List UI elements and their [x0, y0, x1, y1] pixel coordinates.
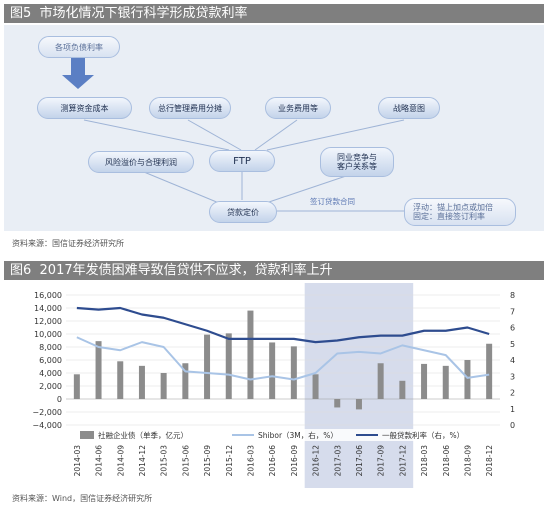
shibor-line — [76, 336, 490, 381]
x-tick-label: 2014-09 — [116, 445, 125, 477]
bar — [73, 374, 80, 399]
connector-line — [254, 119, 298, 151]
legend-label: 社融企业债（单季，亿元） — [98, 430, 188, 440]
bar — [377, 363, 384, 399]
connector-line — [83, 119, 230, 151]
bar — [182, 363, 189, 399]
x-tick-label: 2014-06 — [95, 445, 104, 477]
y-left-tick-label: 14,000 — [34, 304, 62, 313]
x-tick-label: 2017-12 — [398, 445, 407, 477]
down-arrow-icon — [62, 57, 94, 89]
y-right-tick-label: 1 — [510, 405, 515, 414]
x-tick-label: 2015-12 — [225, 445, 234, 477]
x-tick-label: 2015-06 — [181, 445, 190, 477]
bar — [442, 365, 449, 399]
y-left-tick-label: 10,000 — [34, 330, 62, 339]
highlight-band — [304, 283, 414, 488]
ftp-node: FTP — [209, 150, 275, 172]
y-left-tick-label: 8,000 — [39, 343, 62, 352]
figure2-title: 图6 2017年发债困难导致信贷供不应求，贷款利率上升 — [10, 263, 333, 278]
x-tick-label: 2017-06 — [355, 445, 364, 477]
bar — [334, 399, 341, 408]
legend-label: 一般贷款利率（右，%） — [382, 430, 464, 440]
bar — [312, 374, 319, 399]
x-tick-label: 2015-03 — [160, 445, 169, 477]
y-left-tick-label: 4,000 — [39, 369, 62, 378]
connector-line — [187, 119, 242, 151]
loan-rate-line — [76, 306, 490, 344]
x-tick-label: 2016-06 — [268, 445, 277, 477]
liability-rate-node: 各项负债利率 — [38, 36, 120, 58]
connector-line — [143, 171, 220, 204]
competition-node: 同业竞争与 客户关系等 — [320, 147, 394, 177]
x-tick-label: 2018-09 — [463, 445, 472, 477]
bar — [486, 343, 493, 399]
bar — [117, 361, 124, 399]
y-left-tick-label: 2,000 — [39, 382, 62, 391]
figure1-title-bar: 图5 市场化情况下银行科学形成贷款利率 — [4, 4, 544, 23]
bar — [247, 310, 254, 399]
y-right-tick-label: 6 — [510, 324, 515, 333]
connector-line — [266, 119, 405, 151]
bar — [225, 333, 232, 399]
x-tick-label: 2016-03 — [246, 445, 255, 477]
legend-box — [66, 429, 500, 441]
bar — [355, 399, 362, 410]
hq-cost-node: 总行管理费用分摊 — [149, 97, 231, 119]
y-left-tick-label: −2,000 — [32, 408, 62, 417]
bar — [160, 373, 167, 399]
y-right-tick-label: 5 — [510, 340, 515, 349]
y-right-tick-label: 2 — [510, 389, 515, 398]
rate-type-node: 浮动：锚上加点或加倍 固定：直接签订利率 — [404, 198, 516, 226]
x-tick-label: 2017-09 — [377, 445, 386, 477]
y-left-tick-label: 0 — [57, 395, 62, 404]
y-right-tick-label: 3 — [510, 372, 515, 381]
connector-line — [265, 174, 350, 204]
y-right-tick-label: 8 — [510, 291, 515, 300]
loan-rate-chart: 16,00014,00012,00010,0008,0006,0004,0002… — [32, 283, 515, 488]
y-left-tick-label: 6,000 — [39, 356, 62, 365]
x-tick-label: 2014-03 — [73, 445, 82, 477]
x-tick-label: 2018-06 — [442, 445, 451, 477]
bar — [464, 360, 471, 399]
x-tick-label: 2016-09 — [290, 445, 299, 477]
bar — [421, 363, 428, 399]
pricing-flow-diagram: 各项负债利率 测算资金成本 总行管理费用分摊 业务费用等 战略意图 风险溢价与合… — [4, 25, 544, 231]
y-right-tick-label: 4 — [510, 356, 515, 365]
x-tick-label: 2016-12 — [312, 445, 321, 477]
bar — [290, 346, 297, 399]
bar — [269, 342, 276, 399]
y-left-tick-label: 16,000 — [34, 291, 62, 300]
x-tick-label: 2018-12 — [485, 445, 494, 477]
bar — [95, 341, 102, 399]
biz-cost-node: 业务费用等 — [265, 97, 331, 119]
loan-pricing-node: 贷款定价 — [209, 201, 277, 223]
legend-label: Shibor（3M，右，%） — [258, 430, 338, 440]
diagram-connectors — [62, 57, 405, 212]
figure1-source: 资料来源：国信证券经济研究所 — [12, 239, 124, 248]
x-tick-label: 2014-12 — [138, 445, 147, 477]
figure1-title: 图5 市场化情况下银行科学形成贷款利率 — [10, 6, 248, 21]
bar — [204, 334, 211, 399]
y-right-tick-label: 0 — [510, 421, 515, 430]
figure2-source: 资料来源：Wind，国信证券经济研究所 — [12, 494, 153, 503]
x-tick-label: 2018-03 — [420, 445, 429, 477]
legend-swatch-bar — [80, 431, 94, 439]
y-left-tick-label: 12,000 — [34, 317, 62, 326]
risk-premium-node: 风险溢价与合理利润 — [88, 151, 194, 173]
bar — [399, 380, 406, 399]
fund-cost-node: 测算资金成本 — [37, 97, 132, 119]
y-left-tick-label: −4,000 — [32, 421, 62, 430]
bar — [138, 365, 145, 399]
contract-label: 签订贷款合同 — [310, 197, 355, 206]
strategy-node: 战略意图 — [378, 97, 440, 119]
x-tick-label: 2015-09 — [203, 445, 212, 477]
x-tick-label: 2017-03 — [333, 445, 342, 477]
figure2-title-bar: 图6 2017年发债困难导致信贷供不应求，贷款利率上升 — [4, 261, 544, 280]
y-right-tick-label: 7 — [510, 307, 515, 316]
